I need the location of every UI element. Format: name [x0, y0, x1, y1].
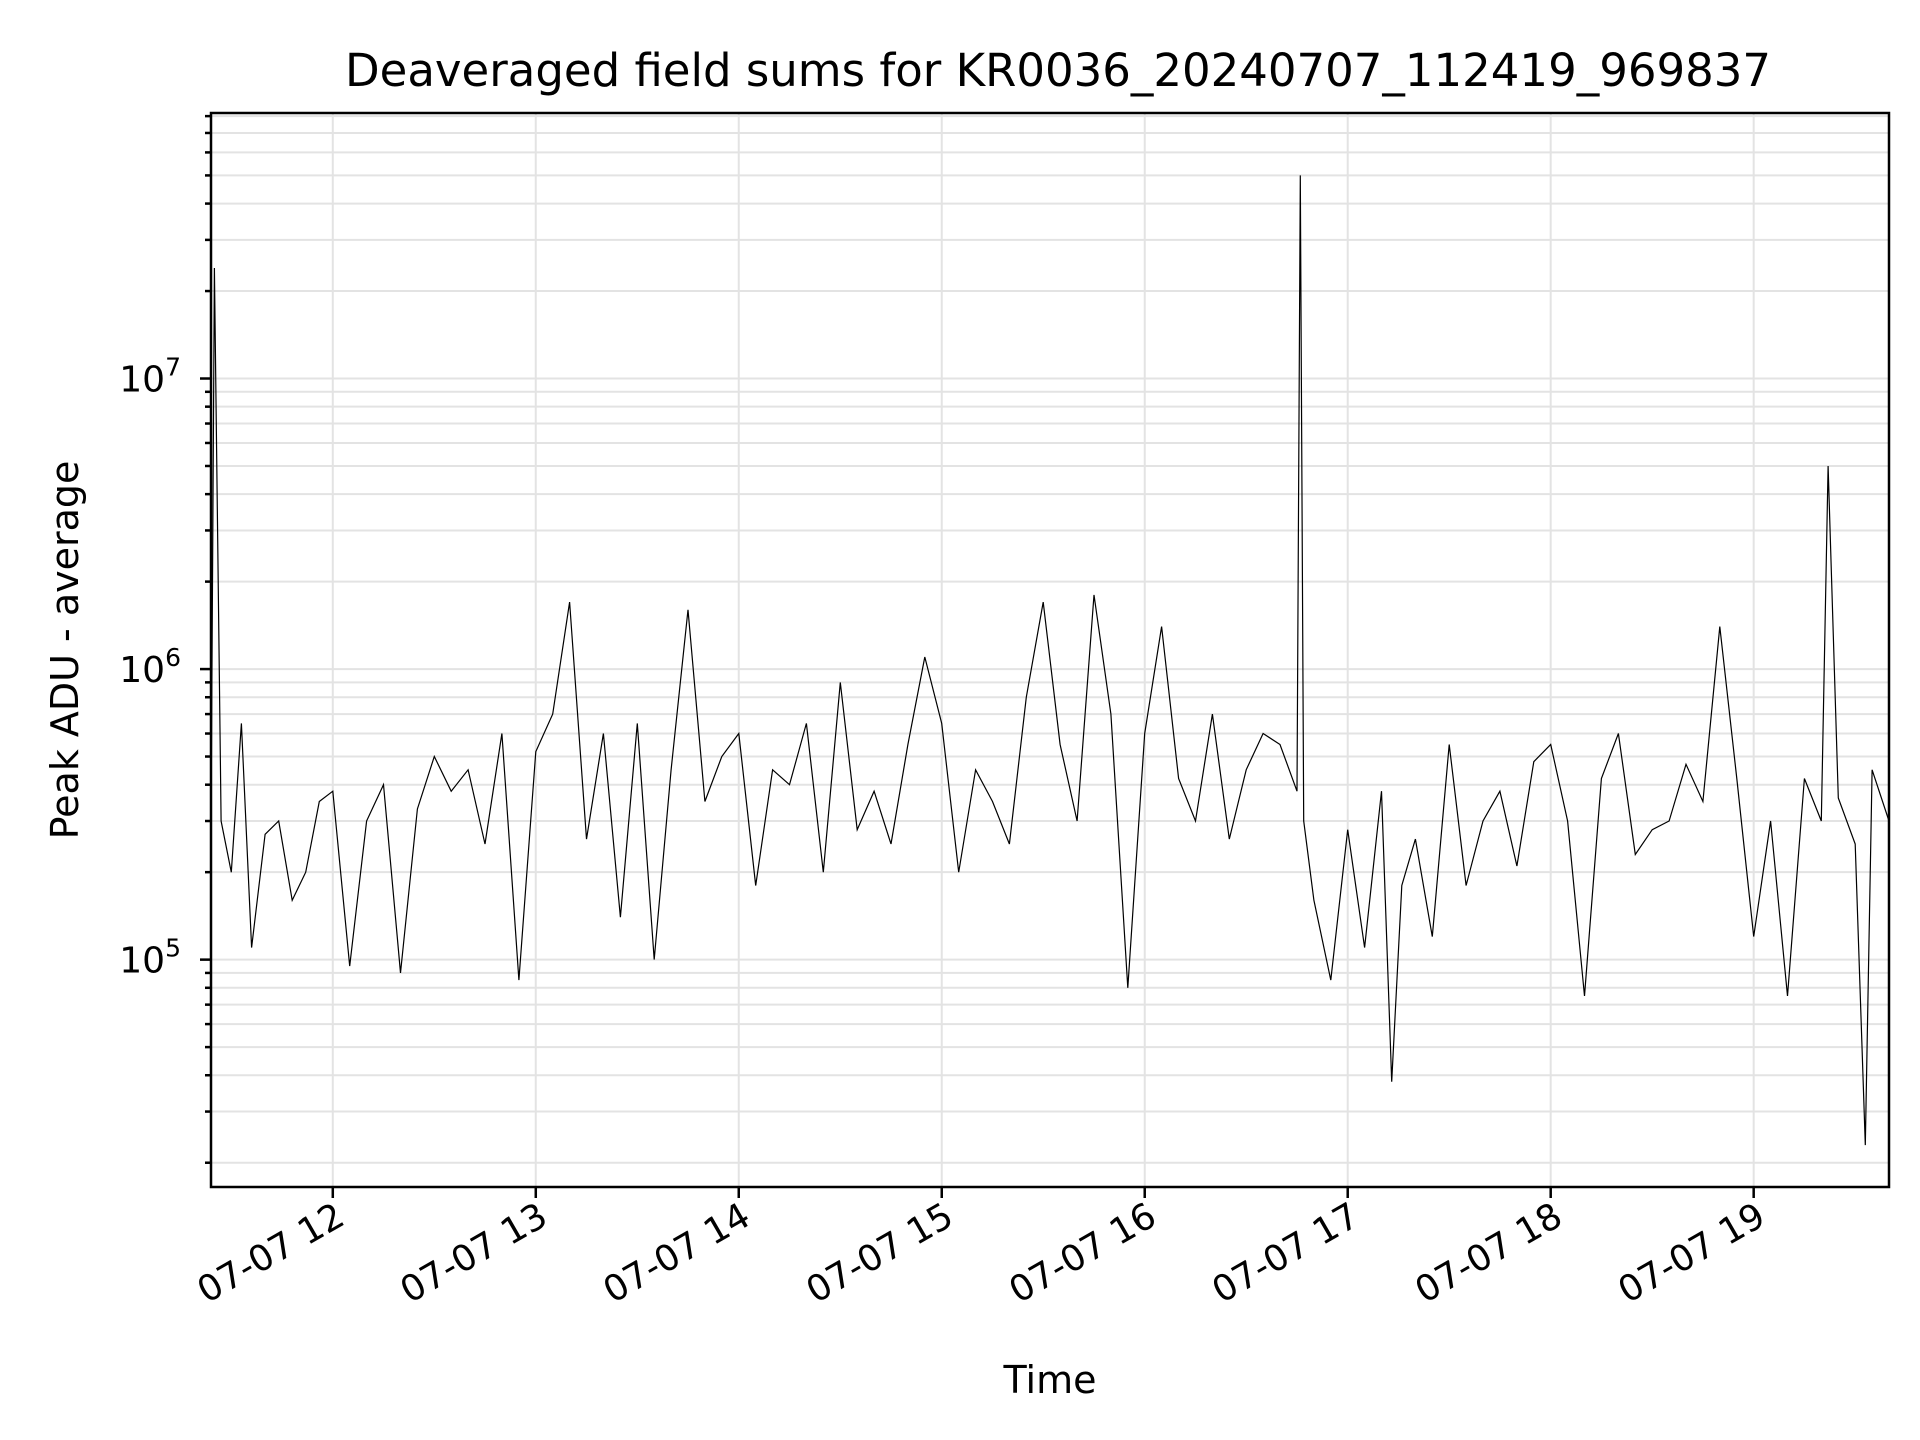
x-tick-label: 07-07 13 — [394, 1195, 555, 1311]
x-tick-labels: 07-07 12 07-07 13 07-07 14 07-07 15 07-07 16… — [191, 1195, 1773, 1311]
plot-frame — [209, 111, 1891, 1189]
grid — [211, 113, 1889, 1187]
x-axis-label: Time — [1003, 1358, 1097, 1402]
y-tick-label: 105 — [119, 934, 181, 982]
x-tick-label: 07-07 17 — [1206, 1195, 1367, 1311]
x-tick-label: 07-07 18 — [1409, 1195, 1570, 1311]
series-line — [210, 175, 1890, 1146]
ticks — [200, 114, 1755, 1198]
y-tick-labels: 105 106 107 — [119, 353, 181, 982]
x-tick-label: 07-07 19 — [1612, 1195, 1773, 1311]
y-tick-label: 107 — [119, 353, 181, 401]
series-layer — [210, 175, 1890, 1146]
chart-title: Deaveraged field sums for KR0036_2024070… — [345, 44, 1771, 97]
x-tick-label: 07-07 16 — [1003, 1195, 1164, 1311]
y-axis-label: Peak ADU - average — [43, 461, 87, 840]
x-tick-label: 07-07 14 — [597, 1195, 758, 1311]
x-tick-label: 07-07 12 — [191, 1195, 352, 1311]
y-tick-label: 106 — [119, 643, 181, 691]
x-tick-label: 07-07 15 — [800, 1195, 961, 1311]
